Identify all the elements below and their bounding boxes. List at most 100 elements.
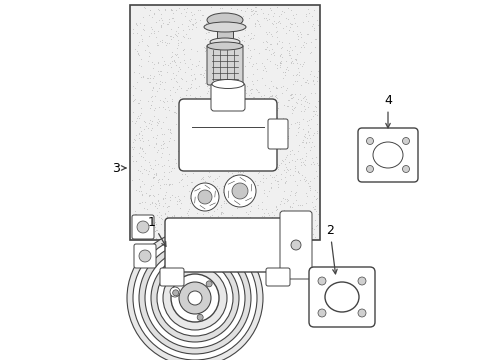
Point — [189, 21, 197, 27]
Point — [184, 134, 192, 139]
Point — [242, 112, 250, 118]
Point — [226, 114, 234, 120]
Point — [238, 222, 246, 228]
Point — [270, 212, 278, 218]
Point — [201, 36, 208, 42]
Point — [268, 174, 276, 180]
Point — [258, 199, 265, 205]
Point — [306, 222, 314, 228]
Point — [187, 46, 195, 52]
Point — [302, 177, 309, 183]
Point — [155, 85, 163, 91]
Point — [150, 61, 158, 67]
Point — [277, 54, 285, 60]
Point — [152, 19, 160, 25]
Point — [295, 29, 303, 35]
Point — [283, 152, 290, 157]
Point — [294, 214, 302, 220]
Point — [163, 217, 171, 223]
Point — [154, 59, 162, 65]
Point — [285, 220, 293, 225]
Point — [255, 123, 263, 129]
Point — [305, 117, 312, 123]
Point — [288, 200, 296, 206]
Point — [145, 221, 153, 226]
Point — [163, 21, 171, 26]
Point — [180, 108, 188, 114]
Ellipse shape — [372, 142, 402, 168]
Point — [167, 7, 175, 13]
Point — [284, 50, 292, 56]
Point — [272, 204, 280, 210]
Point — [288, 106, 296, 112]
Point — [168, 98, 176, 104]
Point — [250, 217, 258, 223]
Point — [224, 89, 231, 95]
Point — [254, 90, 262, 95]
Point — [170, 166, 178, 171]
Point — [258, 230, 265, 236]
Point — [267, 185, 275, 191]
Point — [263, 11, 271, 17]
Point — [195, 84, 203, 89]
Point — [128, 30, 136, 36]
Point — [280, 9, 287, 15]
Ellipse shape — [206, 42, 243, 50]
Point — [161, 95, 168, 101]
Point — [217, 16, 224, 22]
Point — [293, 66, 301, 71]
Point — [291, 190, 299, 196]
Point — [224, 34, 232, 40]
Point — [224, 39, 232, 44]
Point — [168, 58, 176, 64]
Point — [179, 184, 186, 189]
Point — [148, 14, 156, 20]
Point — [226, 175, 234, 181]
Point — [259, 148, 266, 154]
Point — [234, 53, 242, 59]
Point — [263, 31, 271, 37]
Point — [169, 19, 177, 24]
Point — [277, 157, 285, 163]
Point — [299, 40, 307, 45]
Point — [138, 191, 145, 197]
Point — [255, 121, 263, 127]
Point — [249, 7, 257, 13]
Point — [226, 183, 234, 189]
Point — [262, 206, 270, 211]
Point — [232, 190, 240, 196]
Point — [305, 100, 312, 106]
Point — [249, 94, 257, 100]
Point — [220, 27, 228, 33]
Point — [290, 91, 298, 97]
Point — [216, 94, 224, 99]
Point — [223, 197, 231, 203]
Point — [177, 85, 185, 91]
Point — [205, 152, 213, 158]
Point — [294, 148, 302, 153]
Point — [218, 184, 226, 189]
Point — [226, 21, 234, 26]
Point — [204, 67, 212, 73]
Point — [203, 229, 210, 234]
Point — [252, 147, 260, 153]
Point — [129, 139, 137, 145]
Point — [232, 223, 240, 229]
Point — [157, 154, 165, 159]
Point — [274, 120, 282, 125]
Point — [249, 157, 257, 163]
Point — [145, 213, 153, 219]
Point — [209, 112, 217, 118]
Ellipse shape — [203, 22, 245, 32]
Point — [219, 130, 227, 136]
Point — [229, 232, 237, 238]
Point — [276, 219, 284, 225]
Point — [220, 97, 227, 103]
Point — [262, 101, 269, 107]
Point — [194, 122, 202, 127]
Point — [199, 70, 207, 76]
Point — [263, 56, 270, 62]
Point — [284, 67, 291, 73]
Point — [133, 50, 141, 56]
Point — [165, 33, 173, 39]
